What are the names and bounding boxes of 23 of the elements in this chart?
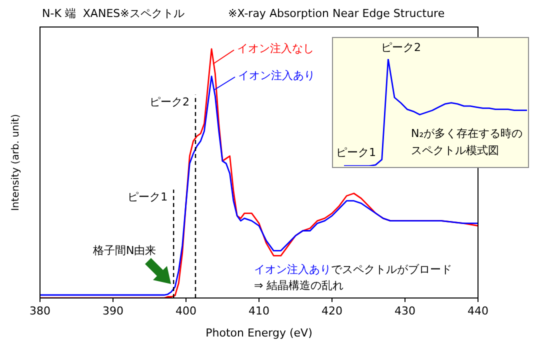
annotation: ピーク1 <box>336 146 376 159</box>
annotation: でスペクトルがブロード <box>331 262 452 276</box>
y-axis-title: Intensity (arb. unit) <box>10 114 22 211</box>
annotation: スペクトル模式図 <box>411 144 499 157</box>
x-tick-label: 400 <box>176 304 196 318</box>
ref-line-label: ピーク2 <box>149 96 190 109</box>
x-tick-label: 430 <box>394 304 416 318</box>
x-tick-label: 390 <box>102 304 124 318</box>
annotation: 格子間N由来 <box>92 244 156 257</box>
annotation: ⇒ 結晶構造の乱れ <box>254 278 344 292</box>
annotation: N₂が多く存在する時の <box>411 126 523 140</box>
text: イオン注入なし <box>237 42 314 55</box>
chart-title: N-K 端 XANES※スペクトル <box>42 6 184 20</box>
annotation: イオン注入あり <box>254 262 331 276</box>
x-tick-label: 420 <box>322 304 342 318</box>
text: イオン注入あり <box>238 68 315 82</box>
x-axis-title: Photon Energy (eV) <box>206 326 312 340</box>
x-tick-label: 380 <box>30 304 50 318</box>
x-tick-label: 410 <box>248 304 270 318</box>
x-tick-label: 440 <box>468 304 488 318</box>
chart-subtitle: ※X-ray Absorption Near Edge Structure <box>228 6 445 20</box>
ref-line-label: ピーク1 <box>128 190 168 204</box>
annotation: ピーク2 <box>381 40 421 54</box>
